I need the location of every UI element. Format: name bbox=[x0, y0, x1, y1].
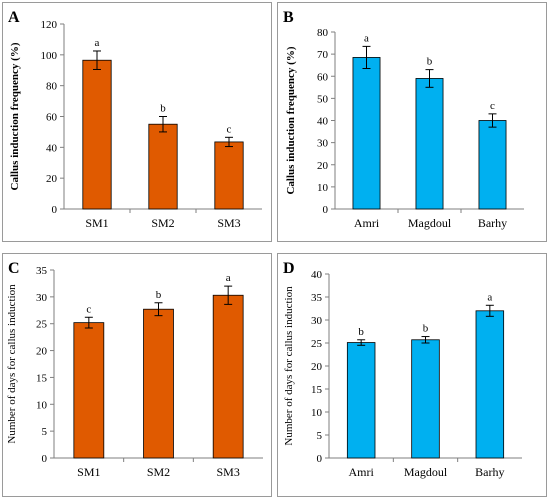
bar-c-2 bbox=[143, 308, 174, 459]
y-tick-label-d: 30 bbox=[311, 315, 323, 327]
y-tick-label-c: 10 bbox=[36, 399, 48, 411]
category-label-a-2: SM2 bbox=[151, 216, 174, 230]
y-tick-label-b: 10 bbox=[317, 182, 329, 194]
y-tick-label-c: 0 bbox=[42, 453, 48, 465]
panel-letter-d: D bbox=[283, 260, 295, 277]
y-tick-label-a: 40 bbox=[46, 142, 58, 154]
y-tick-label-c: 5 bbox=[42, 426, 48, 438]
y-tick-label-b: 70 bbox=[317, 49, 329, 61]
category-label-c-2: SM2 bbox=[147, 465, 170, 479]
significance-letter-b-1: a bbox=[364, 32, 369, 44]
category-label-c-1: SM1 bbox=[77, 465, 100, 479]
y-tick-label-a: 20 bbox=[46, 173, 58, 185]
category-label-b-2: Magdoul bbox=[408, 216, 452, 230]
y-tick-label-c: 30 bbox=[36, 292, 48, 304]
significance-letter-c-1: c bbox=[86, 303, 91, 315]
y-tick-label-d: 10 bbox=[311, 407, 323, 419]
category-label-a-3: SM3 bbox=[217, 216, 240, 230]
y-axis-label-a: Callus induction frequency (%) bbox=[9, 42, 21, 190]
category-label-d-1: Amri bbox=[348, 465, 374, 479]
y-tick-label-b: 0 bbox=[323, 204, 329, 216]
bar-a-2 bbox=[148, 123, 178, 210]
bar-d-2 bbox=[411, 339, 440, 459]
y-tick-label-a: 60 bbox=[46, 112, 58, 124]
significance-letter-a-2: b bbox=[160, 103, 166, 115]
category-label-b-1: Amri bbox=[354, 216, 380, 230]
category-label-d-2: Magdoul bbox=[404, 465, 448, 479]
y-tick-label-c: 15 bbox=[36, 372, 48, 384]
panel-letter-c: C bbox=[8, 260, 20, 277]
significance-letter-c-3: a bbox=[226, 272, 231, 284]
panel-letter-a: A bbox=[8, 9, 20, 26]
y-tick-label-d: 20 bbox=[311, 361, 323, 373]
significance-letter-a-1: a bbox=[95, 37, 100, 49]
significance-letter-d-2: b bbox=[423, 323, 429, 335]
significance-letter-a-3: c bbox=[227, 123, 232, 135]
y-tick-label-c: 35 bbox=[36, 265, 48, 277]
y-tick-label-d: 40 bbox=[311, 269, 323, 281]
y-tick-label-b: 20 bbox=[317, 160, 329, 172]
bar-d-1 bbox=[346, 342, 376, 459]
bar-b-3 bbox=[478, 120, 507, 210]
bar-c-1 bbox=[73, 322, 105, 459]
bar-a-3 bbox=[214, 141, 244, 210]
y-tick-label-d: 35 bbox=[311, 292, 323, 304]
y-tick-label-c: 25 bbox=[36, 319, 48, 331]
significance-letter-d-3: a bbox=[487, 291, 492, 303]
y-tick-label-d: 5 bbox=[317, 430, 323, 442]
y-tick-label-a: 100 bbox=[41, 50, 58, 62]
y-tick-label-b: 80 bbox=[317, 27, 329, 39]
bar-b-1 bbox=[352, 57, 381, 210]
significance-letter-d-1: b bbox=[358, 326, 364, 338]
y-axis-label-b: Callus induction frequency (%) bbox=[285, 46, 297, 194]
bar-a-1 bbox=[82, 59, 112, 210]
y-tick-label-b: 60 bbox=[317, 71, 329, 83]
bar-b-2 bbox=[415, 78, 444, 210]
y-tick-label-b: 30 bbox=[317, 138, 329, 150]
y-tick-label-a: 80 bbox=[46, 81, 58, 93]
category-label-d-3: Barhy bbox=[475, 465, 504, 479]
category-label-c-3: SM3 bbox=[216, 465, 239, 479]
y-axis-label-d: Number of days for callus induction bbox=[283, 286, 295, 446]
category-label-b-3: Barhy bbox=[478, 216, 507, 230]
y-tick-label-b: 40 bbox=[317, 116, 329, 128]
significance-letter-b-2: b bbox=[427, 56, 433, 68]
bar-d-3 bbox=[475, 310, 505, 459]
bar-c-3 bbox=[212, 294, 244, 459]
y-tick-label-b: 50 bbox=[317, 93, 329, 105]
y-tick-label-a: 120 bbox=[41, 19, 58, 31]
y-tick-label-d: 15 bbox=[311, 384, 323, 396]
y-tick-label-d: 25 bbox=[311, 338, 323, 350]
panel-letter-b: B bbox=[283, 9, 294, 26]
y-tick-label-c: 20 bbox=[36, 346, 48, 358]
significance-letter-b-3: c bbox=[490, 100, 495, 112]
significance-letter-c-2: b bbox=[156, 289, 162, 301]
category-label-a-1: SM1 bbox=[85, 216, 108, 230]
y-tick-label-a: 0 bbox=[52, 204, 58, 216]
y-axis-label-c: Number of days for callus induction bbox=[6, 284, 18, 444]
y-tick-label-d: 0 bbox=[317, 453, 323, 465]
